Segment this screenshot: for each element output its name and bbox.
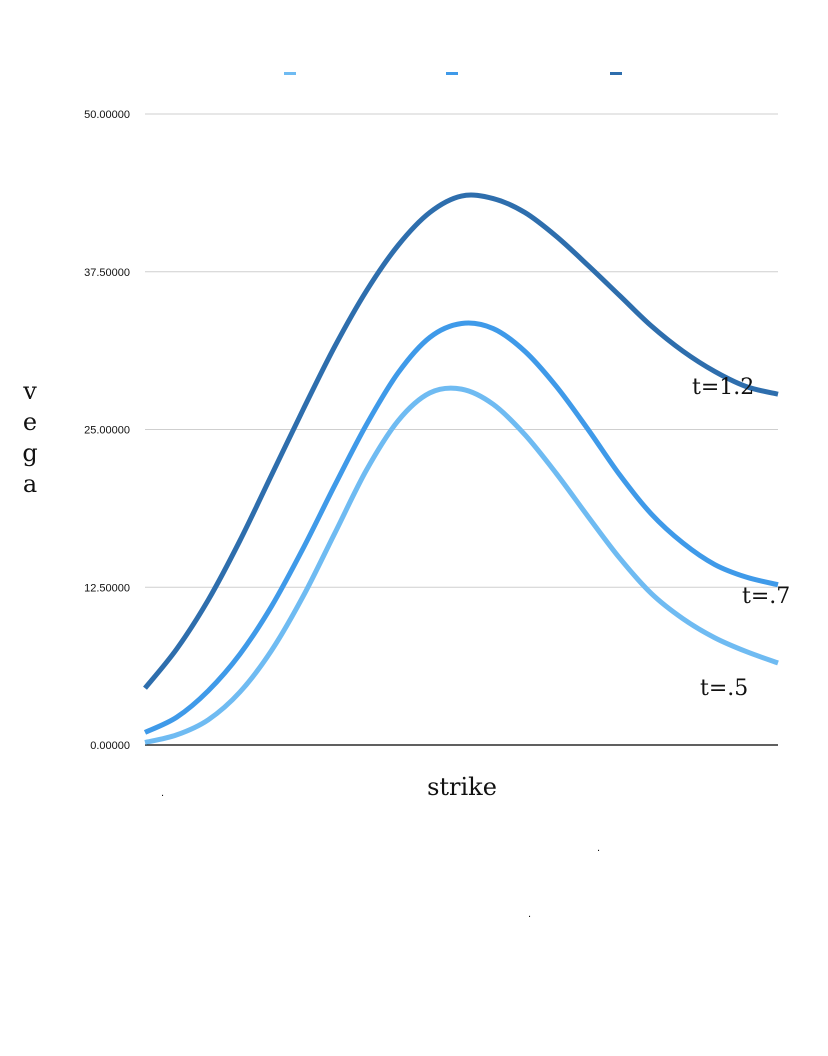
series-end-label: t=.5 <box>700 676 748 701</box>
y-tick-labels: 0.00000 12.50000 25.00000 37.50000 50.00000 <box>84 109 130 752</box>
series-line <box>143 192 779 690</box>
series-line <box>144 385 779 745</box>
y-tick-label: 50.00000 <box>84 109 130 121</box>
y-tick-label: 12.50000 <box>84 582 130 594</box>
stray-dot-3: . <box>528 908 531 920</box>
y-axis-title-letter: v <box>22 377 37 405</box>
stray-dot-2: . <box>597 842 600 854</box>
legend <box>284 72 622 75</box>
y-tick-label: 37.50000 <box>84 267 130 279</box>
y-tick-label: 0.00000 <box>90 740 130 752</box>
series-end-label: t=.7 <box>742 584 790 609</box>
stray-dot-1: . <box>161 787 164 799</box>
y-axis-title-letter: g <box>22 439 37 467</box>
y-tick-label: 25.00000 <box>84 425 130 437</box>
series-line <box>143 320 779 735</box>
y-axis-title-letter: e <box>23 408 37 436</box>
legend-swatch <box>284 72 296 75</box>
series-lines <box>143 192 779 745</box>
x-axis-title: strike <box>427 773 497 801</box>
gridlines <box>145 113 778 588</box>
legend-swatch <box>610 72 622 75</box>
legend-swatch <box>446 72 458 75</box>
series-end-labels: t=.5 t=.7 t=1.2 <box>692 375 790 701</box>
series-end-label: t=1.2 <box>692 375 754 400</box>
y-axis-title-letter: a <box>23 470 37 498</box>
